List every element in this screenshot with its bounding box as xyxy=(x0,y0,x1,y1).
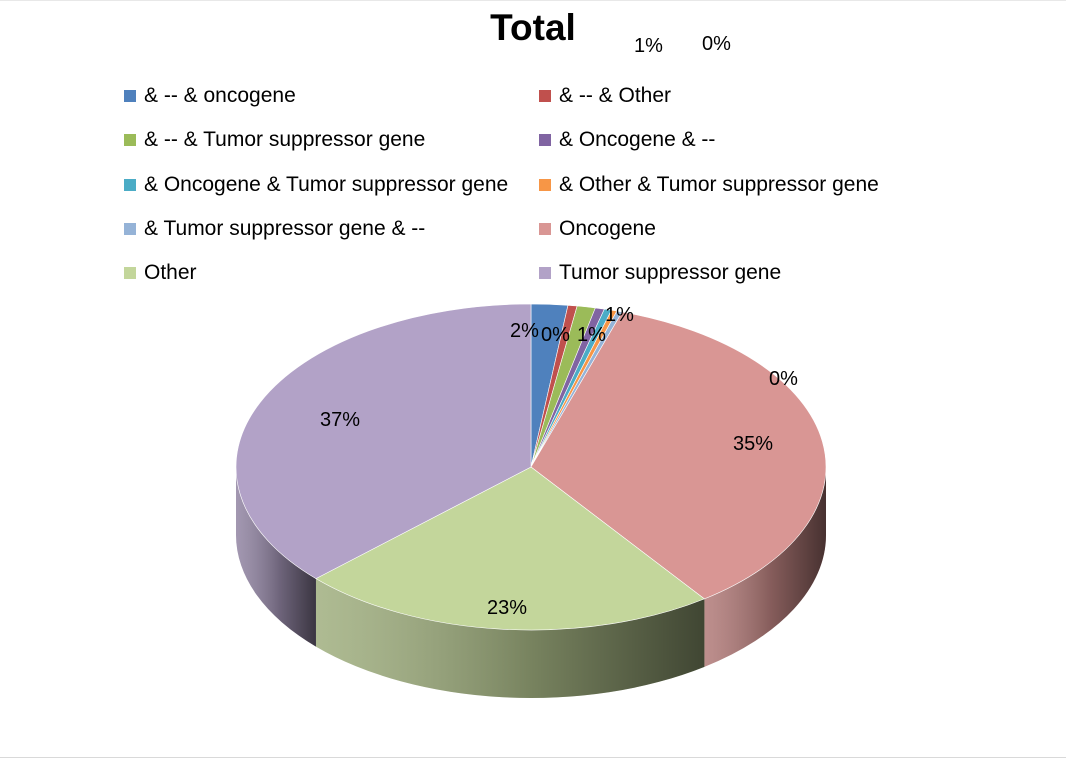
legend-item: & Oncogene & Tumor suppressor gene xyxy=(124,173,508,197)
legend-label: & Oncogene & -- xyxy=(559,128,716,151)
pie-slice xyxy=(530,311,827,600)
data-label: 1% xyxy=(605,304,634,326)
data-label: 23% xyxy=(487,597,527,619)
legend-item: & Oncogene & -- xyxy=(539,128,715,152)
pie-slice-side-shading xyxy=(704,467,826,667)
legend-swatch xyxy=(539,179,551,191)
legend-label: & Oncogene & Tumor suppressor gene xyxy=(144,173,509,196)
legend-label: & -- & Tumor suppressor gene xyxy=(144,128,426,151)
data-label: 0% xyxy=(541,324,570,346)
legend-item: & -- & oncogene xyxy=(124,84,296,108)
pie-slice xyxy=(235,303,532,579)
legend-label: & Other & Tumor suppressor gene xyxy=(559,173,879,196)
data-label: 0% xyxy=(769,368,798,390)
legend-swatch xyxy=(124,267,136,279)
legend-swatch xyxy=(539,267,551,279)
data-label: 37% xyxy=(320,409,360,431)
legend-label: Other xyxy=(144,261,197,284)
legend-label: & Tumor suppressor gene & -- xyxy=(144,217,426,240)
legend-label: Tumor suppressor gene xyxy=(559,261,782,284)
data-label: 0% xyxy=(702,33,731,55)
legend-label: & -- & Other xyxy=(559,84,672,107)
pie-slice-side-shading xyxy=(236,467,316,647)
legend-swatch xyxy=(539,134,551,146)
legend-item: Other xyxy=(124,261,197,285)
legend-item: Tumor suppressor gene xyxy=(539,261,781,285)
legend-label: & -- & oncogene xyxy=(144,84,296,107)
data-label: 1% xyxy=(634,35,663,57)
data-label: 2% xyxy=(510,320,539,342)
pie-slice xyxy=(315,466,705,631)
legend-swatch xyxy=(124,179,136,191)
legend-label: Oncogene xyxy=(559,217,656,240)
legend-swatch xyxy=(539,223,551,235)
data-label: 1% xyxy=(577,324,606,346)
legend-item: Oncogene xyxy=(539,217,656,241)
legend-item: & Other & Tumor suppressor gene xyxy=(539,173,879,197)
legend-swatch xyxy=(539,90,551,102)
legend-swatch xyxy=(124,223,136,235)
legend-item: & -- & Other xyxy=(539,84,671,108)
pie-slice-side-shading xyxy=(315,578,705,698)
data-label: 35% xyxy=(733,433,773,455)
legend-swatch xyxy=(124,90,136,102)
chart-title: Total xyxy=(490,7,576,48)
legend-swatch xyxy=(124,134,136,146)
legend-item: & Tumor suppressor gene & -- xyxy=(124,217,425,241)
legend-item: & -- & Tumor suppressor gene xyxy=(124,128,425,152)
